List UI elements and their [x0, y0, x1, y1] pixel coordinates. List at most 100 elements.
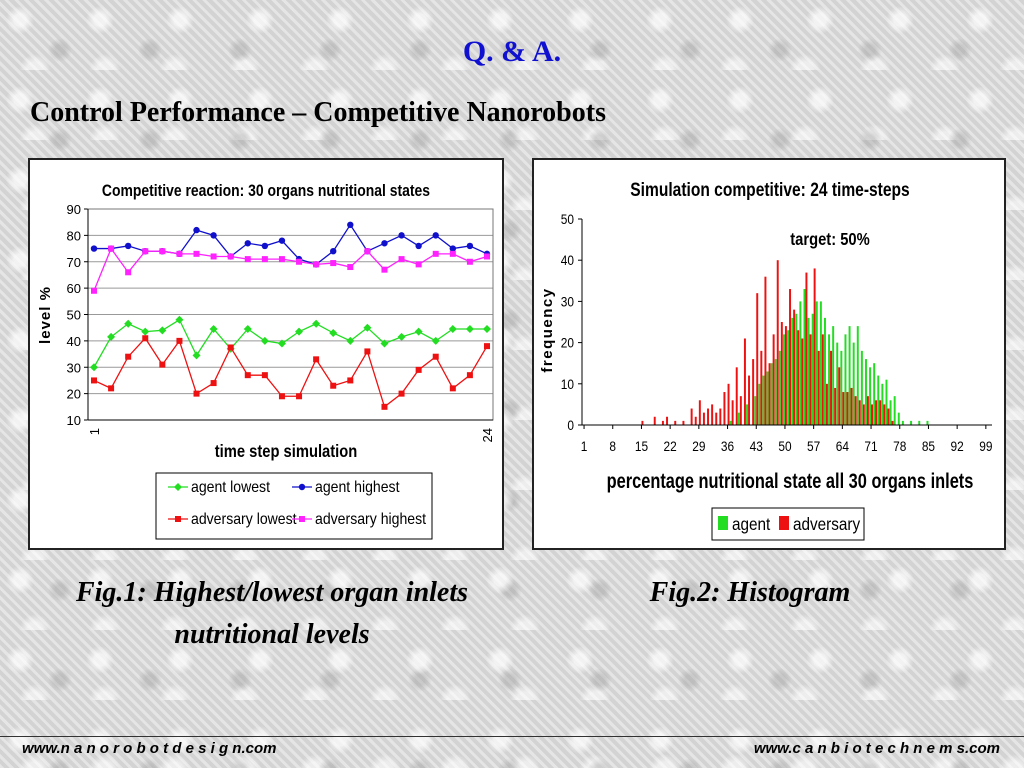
- histogram-bar-agent: [795, 313, 798, 425]
- data-point: [175, 315, 184, 324]
- series-adversary-highest: [91, 245, 490, 294]
- histogram-bar-agent: [782, 334, 785, 425]
- y-axis-label: frequency: [539, 287, 556, 372]
- x-tick-label: 78: [893, 438, 906, 454]
- x-tick-label: 71: [864, 438, 877, 454]
- x-tick-label: 64: [836, 438, 849, 454]
- footer-divider: [0, 736, 1024, 737]
- data-point: [278, 256, 285, 263]
- histogram-bar-adversary: [858, 400, 861, 425]
- x-tick-label: 15: [635, 438, 648, 454]
- y-tick-label: 30: [561, 293, 574, 309]
- histogram-bar-adversary: [871, 404, 874, 425]
- histogram-bar-adversary: [780, 322, 783, 425]
- data-point: [414, 327, 423, 336]
- data-point: [175, 516, 181, 522]
- data-point: [209, 325, 218, 334]
- histogram-bar-agent: [926, 420, 929, 425]
- x-tick-label: 92: [951, 438, 964, 454]
- y-tick-label: 20: [67, 387, 81, 402]
- legend-item: adversary highest: [292, 510, 427, 528]
- legend-label: agent: [732, 514, 771, 534]
- series-agent-lowest: [90, 315, 491, 372]
- data-point: [124, 242, 132, 250]
- data-point: [449, 250, 456, 257]
- histogram-bar-adversary: [875, 400, 878, 425]
- legend-label: adversary: [793, 514, 861, 534]
- data-point: [381, 240, 388, 247]
- legend-box: [155, 472, 433, 540]
- data-point: [108, 245, 115, 252]
- histogram-bar-adversary: [666, 416, 669, 425]
- data-point: [176, 337, 183, 344]
- histogram-bar-adversary: [653, 416, 656, 425]
- histogram-bar-adversary: [789, 289, 792, 425]
- histogram-bar-adversary: [879, 400, 882, 425]
- x-tick-label: 57: [807, 438, 820, 454]
- histogram-bar-agent: [869, 367, 872, 425]
- data-point: [466, 242, 474, 250]
- histogram-bar-adversary: [739, 396, 742, 425]
- y-tick-label: 10: [561, 376, 574, 392]
- data-point: [397, 332, 406, 341]
- target-annotation: target: 50%: [790, 230, 870, 250]
- histogram-bar-adversary: [854, 396, 857, 425]
- histogram-bar-adversary: [756, 293, 759, 425]
- histogram-bar-adversary: [641, 420, 644, 425]
- histogram-bar-adversary: [838, 367, 841, 425]
- histogram-bar-adversary: [846, 392, 849, 425]
- data-point: [243, 325, 252, 334]
- histogram-bar-adversary: [842, 392, 845, 425]
- histogram-bar-adversary: [887, 408, 890, 425]
- x-tick-label: 43: [750, 438, 763, 454]
- data-point: [91, 287, 97, 294]
- y-tick-label: 40: [561, 252, 574, 268]
- histogram-bar-agent: [729, 420, 732, 425]
- x-tick-label: 1: [87, 428, 102, 435]
- histogram-bar-adversary: [715, 412, 718, 425]
- histogram-bar-agent: [823, 317, 826, 425]
- data-point: [260, 336, 269, 345]
- histogram-title: Simulation competitive: 24 time-steps: [630, 179, 909, 201]
- data-point: [192, 351, 201, 360]
- histogram-bar-adversary: [797, 330, 800, 425]
- histogram-bar-agent: [770, 363, 773, 425]
- histogram-panel: Simulation competitive: 24 time-steps tar…: [532, 158, 1006, 550]
- data-point: [142, 248, 149, 255]
- histogram-bar-adversary: [768, 363, 771, 425]
- histogram-bar-adversary: [661, 420, 664, 425]
- data-point: [141, 327, 150, 336]
- histogram-bar-agent: [799, 301, 802, 425]
- x-tick-label: 29: [692, 438, 705, 454]
- histogram-bar-agent: [774, 359, 777, 425]
- data-point: [347, 377, 354, 384]
- histogram-bar-adversary: [809, 334, 812, 425]
- series-adversary-lowest: [91, 335, 490, 410]
- histogram-bar-agent: [860, 350, 863, 425]
- line-chart-legend: agent lowest agent highest adversary lowes…: [155, 472, 433, 540]
- data-point: [277, 339, 286, 348]
- footer-link-left[interactable]: www.n a n o r o b o t d e s i g n.com: [22, 740, 277, 757]
- data-point: [210, 232, 217, 239]
- footer-link-right[interactable]: www.c a n b i o t e c h n e m s.com: [753, 740, 1000, 757]
- line-chart: Competitive reaction: 30 organs nutritio…: [37, 182, 495, 540]
- data-point: [176, 250, 183, 257]
- data-point: [124, 319, 133, 328]
- histogram-bar-adversary: [731, 400, 734, 425]
- histogram-bar-agent: [852, 342, 855, 425]
- histogram-bar-adversary: [891, 420, 894, 425]
- x-axis-label: time step simulation: [215, 442, 358, 462]
- histogram-bar-agent: [778, 350, 781, 425]
- data-point: [465, 325, 474, 334]
- figure-2-caption: Fig.2: Histogram: [649, 577, 851, 608]
- histogram-bar-agent: [836, 342, 839, 425]
- histogram-bar-agent: [815, 301, 818, 425]
- data-point: [193, 390, 200, 397]
- data-point: [483, 325, 491, 334]
- histogram-bar-adversary: [674, 420, 677, 425]
- histogram-bar-agent: [811, 313, 814, 425]
- histogram-bar-agent: [918, 420, 921, 425]
- y-tick-label: 10: [67, 413, 81, 428]
- histogram-bar-adversary: [719, 408, 722, 425]
- data-point: [91, 377, 97, 384]
